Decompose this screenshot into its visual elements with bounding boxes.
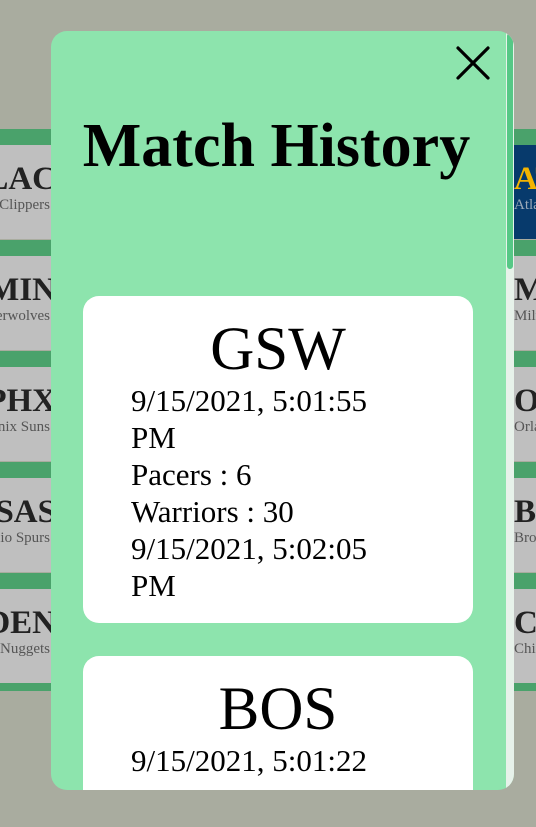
team-card[interactable]: ORL Orlando Magic [514, 367, 536, 461]
match-team: GSW [210, 316, 346, 383]
team-abbr: DEN [0, 605, 56, 641]
team-card[interactable]: CHI Chicago Bulls [514, 589, 536, 683]
match-start-time: 9/15/2021, 5:01:55 PM [131, 383, 367, 455]
team-name: Orlando Magic [514, 419, 536, 435]
team-name: Brooklyn Nets [514, 530, 536, 546]
match-card: GSW 9/15/2021, 5:01:55 PM Pacers : 6 War… [83, 296, 473, 623]
team-name: Chicago Bulls [514, 641, 536, 657]
team-abbr: ORL [514, 383, 536, 419]
close-icon [456, 46, 490, 80]
team-abbr: LAC [0, 161, 56, 197]
team-name: Phoenix Suns [0, 419, 50, 435]
team-name: LA Clippers [0, 197, 50, 213]
team-card[interactable]: MIL Milwaukee Bucks [514, 256, 536, 350]
team-abbr: SAS [0, 494, 56, 530]
modal-title: Match History [82, 112, 471, 180]
scrollbar-thumb[interactable] [507, 33, 513, 269]
team-name: Denver Nuggets [0, 641, 50, 657]
match-score: Pacers : 6 [131, 457, 252, 492]
match-start-time: 9/15/2021, 5:01:22 [131, 743, 367, 778]
team-abbr: MIN [0, 272, 56, 308]
match-history-modal: Match History GSW 9/15/2021, 5:01:55 PM … [51, 31, 514, 790]
team-name: Minnesota Timberwolves [0, 308, 50, 324]
team-abbr: ATL [514, 161, 536, 197]
team-abbr: PHX [0, 383, 56, 419]
team-name: Atlanta Hawks [514, 197, 536, 213]
team-abbr: BKN [514, 494, 536, 530]
match-end-time: 9/15/2021, 5:02:05 PM [131, 531, 367, 603]
match-team: BOS [218, 676, 338, 743]
team-name: Milwaukee Bucks [514, 308, 536, 324]
team-abbr: MIL [514, 272, 536, 308]
team-name: San Antonio Spurs [0, 530, 50, 546]
scrollbar-track[interactable] [506, 31, 514, 790]
match-score: Warriors : 30 [131, 494, 294, 529]
close-button[interactable] [455, 45, 491, 81]
match-card: BOS 9/15/2021, 5:01:22 [83, 656, 473, 790]
team-card[interactable]: ATL Atlanta Hawks [514, 145, 536, 239]
team-abbr: CHI [514, 605, 536, 641]
team-card[interactable]: BKN Brooklyn Nets [514, 478, 536, 572]
